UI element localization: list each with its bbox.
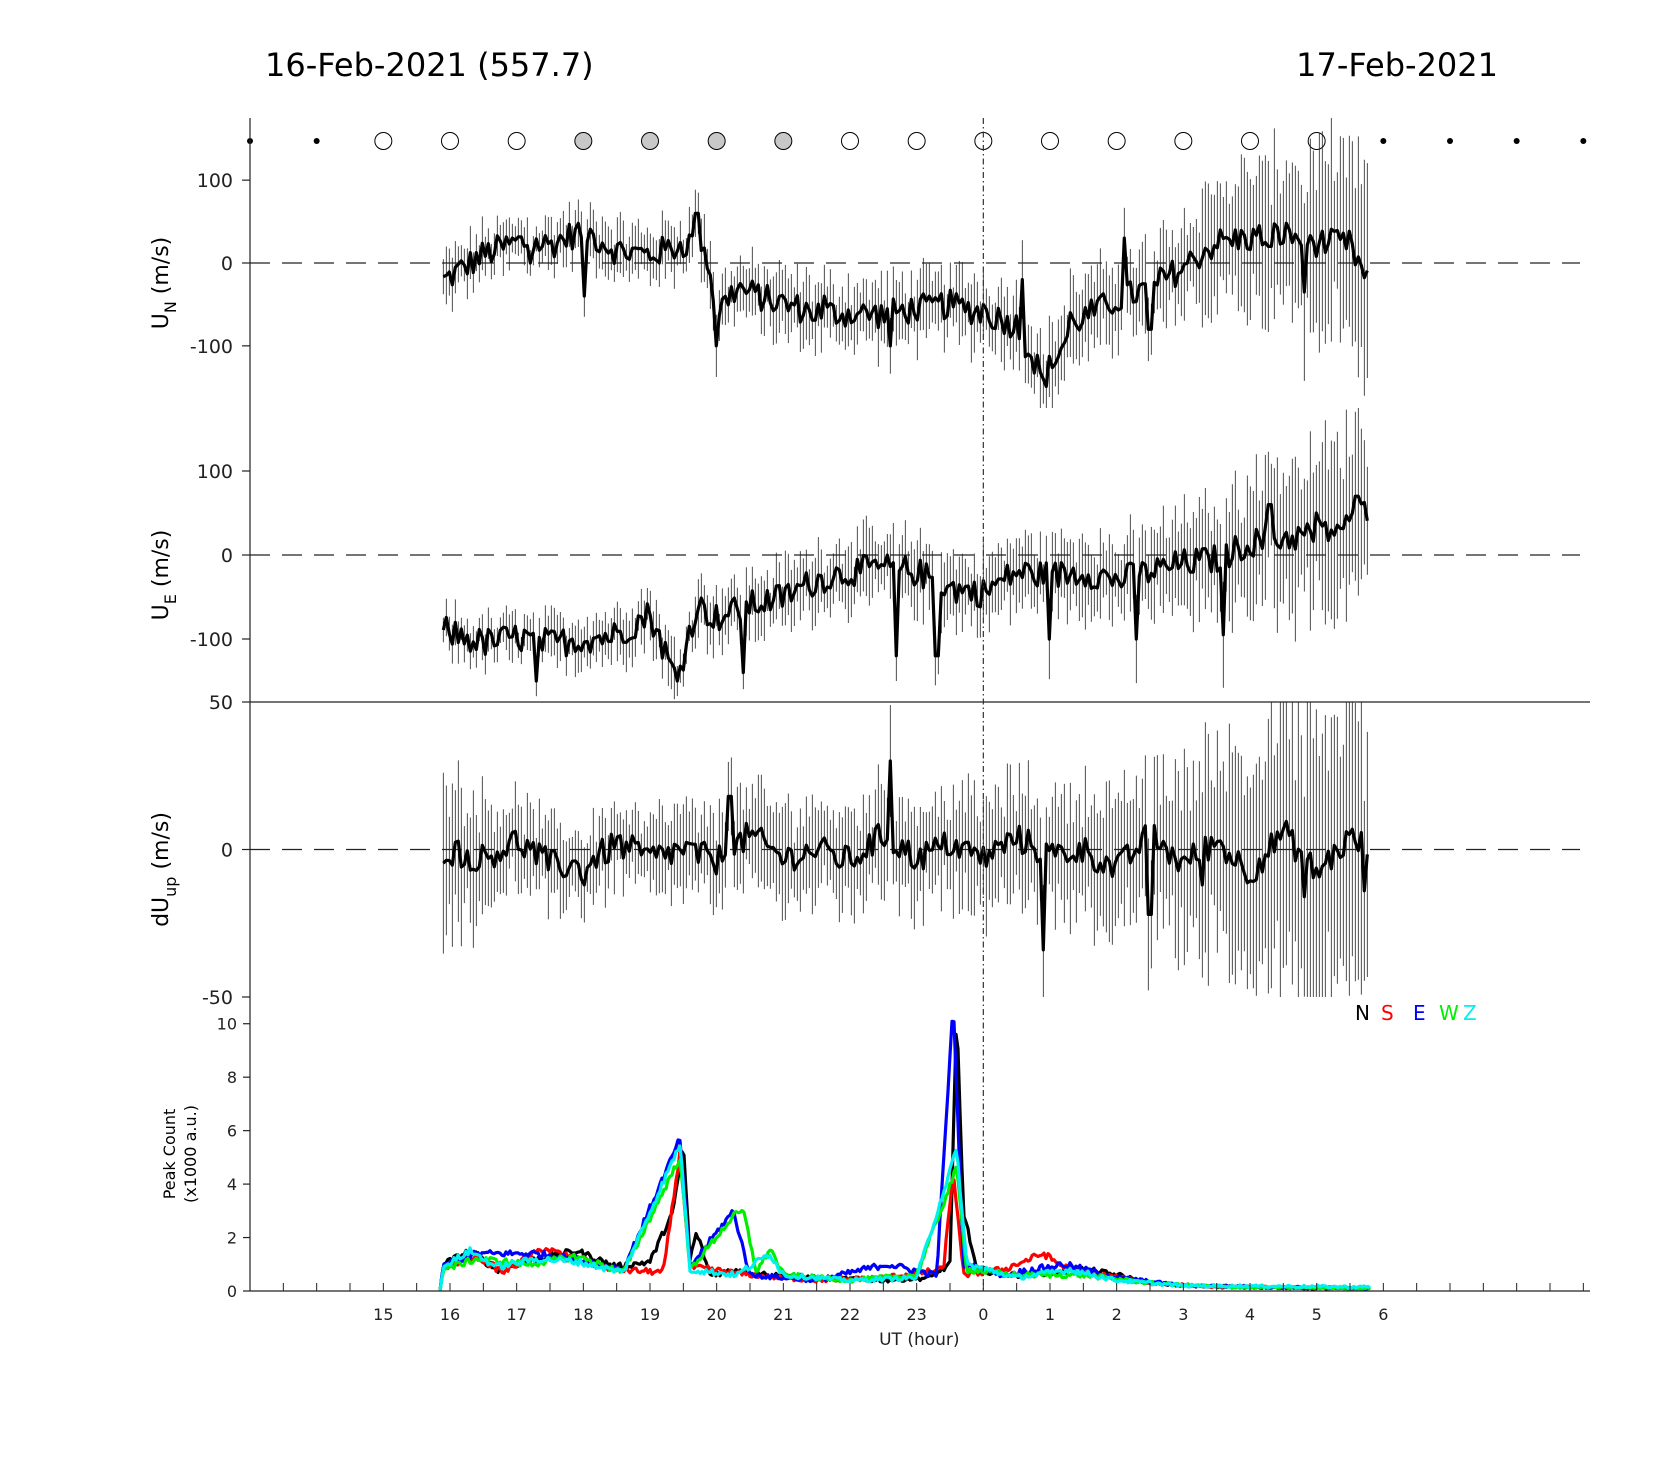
x-tick-label: 23 <box>906 1305 926 1324</box>
x-tick-label: 17 <box>506 1305 526 1324</box>
y-tick-label: 4 <box>227 1175 237 1194</box>
y-tick-label: 2 <box>227 1229 237 1248</box>
panel-vertical-wind: 50 0 -50 dUup (m/s) <box>149 692 1580 1009</box>
y-tick-label: -100 <box>190 629 233 651</box>
series-line-Z <box>438 1144 1371 1292</box>
x-tick-label: 22 <box>840 1305 860 1324</box>
moon-phase-row <box>247 132 1587 150</box>
moon-phase-open <box>907 132 926 150</box>
moon-phase-dot <box>1580 138 1587 144</box>
y-tick-label: 0 <box>227 1282 237 1301</box>
moon-phase-open <box>1041 132 1059 150</box>
y-tick-label: -50 <box>202 987 233 1009</box>
moon-phase-open <box>507 132 526 150</box>
y-tick-label: 6 <box>227 1122 237 1141</box>
moon-phase-open <box>1307 132 1326 150</box>
y-axis-label: Peak Count <box>160 1109 179 1200</box>
legend-label-Z: Z <box>1463 1001 1477 1025</box>
moon-phase-filled <box>574 132 593 150</box>
wind-series-line <box>442 759 1369 952</box>
moon-phase-open <box>841 132 859 150</box>
y-axis-label: UE (m/s) <box>149 530 180 621</box>
panel-north-wind: 100 0 -100 UN (m/s) <box>149 118 1580 408</box>
moon-phase-dot <box>313 138 320 144</box>
y-tick-label: 50 <box>209 692 233 714</box>
y-tick-label: 100 <box>197 461 233 483</box>
date-title-left: 16-Feb-2021 (557.7) <box>265 46 594 84</box>
moon-phase-open <box>441 132 459 150</box>
x-tick-label: 19 <box>640 1305 660 1324</box>
series-line-W <box>438 1158 1372 1292</box>
y-tick-label: 100 <box>197 170 233 192</box>
y-tick-label: 0 <box>221 253 233 275</box>
moon-phase-dot <box>1447 138 1453 144</box>
y-tick-label: 8 <box>227 1068 237 1087</box>
x-axis-label: UT (hour) <box>879 1330 959 1350</box>
x-tick-label: 21 <box>773 1305 793 1324</box>
x-tick-label: 16 <box>440 1305 460 1324</box>
x-tick-label: 20 <box>706 1305 726 1324</box>
x-tick-label: 3 <box>1178 1305 1188 1324</box>
y-tick-label: 10 <box>217 1015 237 1034</box>
legend-label-W: W <box>1439 1001 1459 1025</box>
x-tick-label: 4 <box>1245 1305 1255 1324</box>
x-tick-label: 5 <box>1312 1305 1322 1324</box>
moon-phase-open <box>1107 132 1126 150</box>
moon-phase-filled <box>707 132 726 150</box>
x-tick-label: 1 <box>1045 1305 1055 1324</box>
x-tick-label: 6 <box>1378 1305 1388 1324</box>
legend-label-S: S <box>1381 1001 1394 1025</box>
y-tick-label: 0 <box>221 545 233 567</box>
y-tick-label: -100 <box>190 336 233 358</box>
legend-label-N: N <box>1355 1001 1370 1025</box>
wind-series-line <box>441 494 1369 683</box>
x-axis: 15 16 17 18 19 20 21 22 23 0 1 2 3 4 5 6 <box>249 1283 1590 1324</box>
moon-phase-filled <box>641 132 659 150</box>
y-axis-label: UN (m/s) <box>149 237 180 330</box>
legend-label-E: E <box>1413 1001 1426 1025</box>
series-line-S <box>438 1147 1371 1292</box>
moon-phase-open <box>1174 132 1193 150</box>
moon-phase-filled <box>774 132 793 150</box>
y-axis-label-unit: (x1000 a.u.) <box>181 1105 200 1203</box>
moon-phase-dot <box>1380 138 1387 144</box>
x-tick-label: 2 <box>1112 1305 1122 1324</box>
date-title-right: 17-Feb-2021 <box>1296 46 1498 84</box>
x-tick-label: 0 <box>978 1305 988 1324</box>
y-axis-label: dUup (m/s) <box>149 812 180 927</box>
series-line-N <box>438 1032 1371 1292</box>
moon-phase-open <box>1241 132 1259 150</box>
moon-phase-open <box>374 132 393 150</box>
wind-series-line <box>442 211 1369 389</box>
moon-phase-dot <box>1513 138 1520 144</box>
panel-peak-count: 0 2 4 6 8 10 Peak Count (x1000 a.u.) N S E W Z <box>160 1001 1580 1301</box>
panel-east-wind: 100 0 -100 UE (m/s) <box>149 408 1580 700</box>
x-tick-label: 18 <box>573 1305 593 1324</box>
x-tick-label: 15 <box>373 1305 393 1324</box>
y-tick-label: 0 <box>221 840 233 862</box>
